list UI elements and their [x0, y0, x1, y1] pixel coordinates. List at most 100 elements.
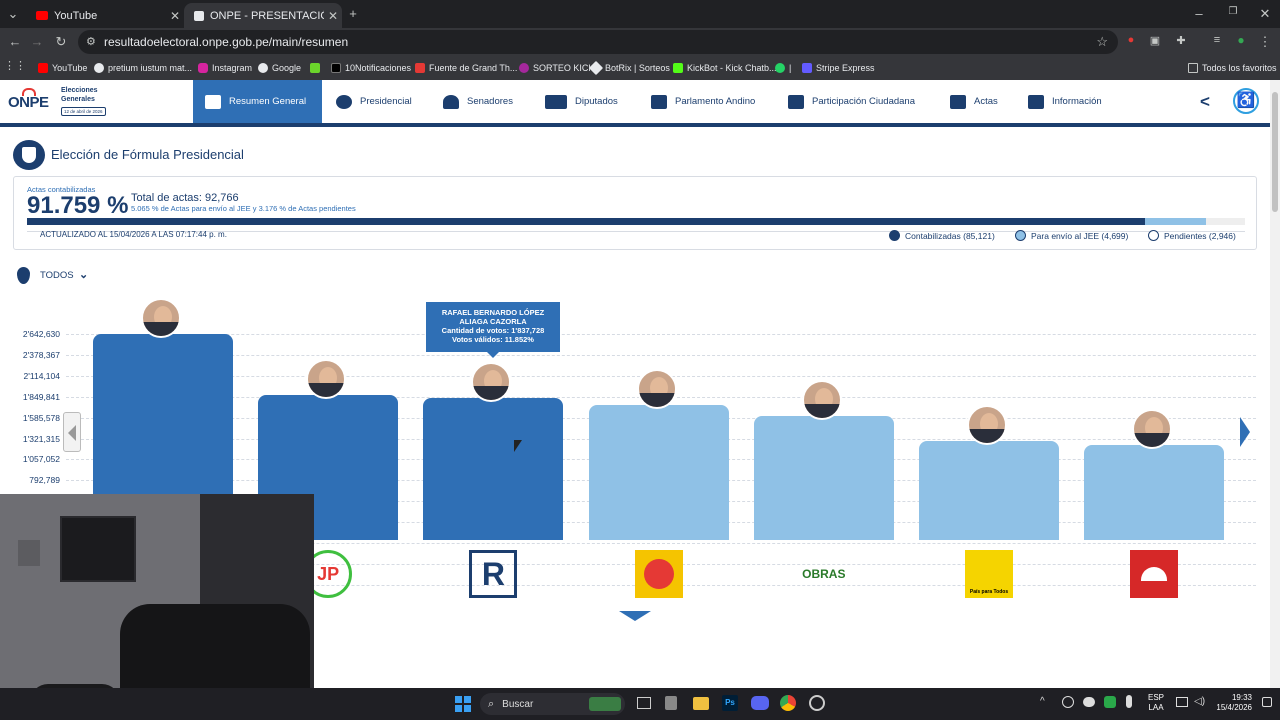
- minimize-icon[interactable]: –: [1195, 6, 1203, 21]
- bookmark-item[interactable]: SORTEO KICK: [519, 60, 594, 76]
- volume-icon[interactable]: ◁): [1194, 696, 1206, 707]
- bookmark-item[interactable]: Google: [258, 60, 301, 76]
- nav-presidencial[interactable]: Presidencial: [336, 80, 412, 123]
- scrollbar-thumb[interactable]: [1272, 92, 1278, 212]
- accessibility-icon[interactable]: ♿: [1233, 88, 1259, 114]
- bookmarks-bar: ⋮⋮ YouTube pretium iustum mat... Instagr…: [0, 56, 1280, 80]
- party-logo: [1130, 550, 1179, 598]
- nav-informacion[interactable]: Información: [1028, 80, 1102, 123]
- bookmark-item[interactable]: YouTube: [38, 60, 87, 76]
- candidate-bar[interactable]: [588, 404, 729, 540]
- location-pin-icon: [17, 267, 30, 284]
- youtube-icon: [36, 11, 48, 20]
- bookmark-item[interactable]: |: [775, 60, 791, 76]
- candidate-photo: [306, 359, 347, 400]
- extension-icon[interactable]: ●: [1127, 34, 1135, 46]
- task-view-icon[interactable]: [637, 697, 651, 709]
- candidate-bar[interactable]: [919, 440, 1059, 540]
- progress-jee: [1144, 218, 1207, 225]
- site-info-icon[interactable]: ⚙: [86, 36, 96, 48]
- close-icon[interactable]: ✕: [169, 8, 181, 23]
- filter-dropdown[interactable]: TODOS: [40, 270, 74, 281]
- tray-icon[interactable]: [1104, 696, 1116, 708]
- app-icon[interactable]: [809, 695, 825, 711]
- candidate-bar[interactable]: [1084, 444, 1225, 540]
- windows-start-icon[interactable]: [455, 696, 471, 712]
- candidate-bar[interactable]: [753, 415, 894, 540]
- reload-icon[interactable]: ↻: [55, 34, 67, 49]
- media-icon[interactable]: ≡: [1213, 34, 1221, 46]
- google-icon: [258, 63, 268, 73]
- nav-actas[interactable]: Actas: [950, 80, 998, 123]
- clock-time: 19:33: [1231, 693, 1252, 702]
- tooltip-valid: Votos válidos: 11.852%: [452, 335, 534, 344]
- cloud-icon[interactable]: [1083, 697, 1095, 707]
- tray-icon[interactable]: [1062, 696, 1074, 708]
- window-close-icon[interactable]: ✕: [1259, 6, 1271, 21]
- profile-avatar-icon[interactable]: ●: [1237, 33, 1245, 47]
- gridline: [66, 334, 1256, 335]
- scroll-down-chevron-icon[interactable]: [619, 611, 651, 621]
- notifications-icon[interactable]: [1262, 697, 1272, 707]
- restore-icon[interactable]: ❐: [1228, 6, 1238, 17]
- microphone-icon[interactable]: [1126, 695, 1132, 708]
- back-icon[interactable]: ←: [8, 34, 22, 49]
- taskbar-search[interactable]: ⌕ Buscar: [480, 693, 625, 715]
- bookmark-item[interactable]: KickBot - Kick Chatb...: [673, 60, 777, 76]
- close-icon[interactable]: ✕: [327, 8, 339, 23]
- bookmark-item[interactable]: [310, 60, 320, 76]
- file-explorer-icon[interactable]: [693, 697, 709, 710]
- bookmark-star-icon[interactable]: ☆: [1096, 34, 1108, 49]
- chevron-down-icon[interactable]: ⌄: [79, 269, 89, 281]
- chevron-up-icon[interactable]: ^: [1040, 696, 1045, 707]
- nav-label: Información: [1052, 96, 1102, 107]
- discord-icon[interactable]: [751, 696, 769, 710]
- nav-label: Senadores: [467, 96, 513, 107]
- logo-subtitle: Generales: [61, 96, 95, 103]
- scrollbar[interactable]: [1270, 80, 1280, 688]
- input-language[interactable]: ESP LAA: [1148, 693, 1164, 713]
- all-bookmarks[interactable]: Todos los favoritos: [1188, 60, 1277, 76]
- bookmark-item[interactable]: Stripe Express: [802, 60, 875, 76]
- nav-diputados[interactable]: Diputados: [545, 80, 618, 123]
- menu-kebab-icon[interactable]: ⋮: [1258, 34, 1272, 49]
- bookmark-item[interactable]: BotRix | Sorteos: [588, 60, 670, 76]
- bookmark-label: Todos los favoritos: [1202, 63, 1277, 73]
- nav-participacion-ciudadana[interactable]: Participación Ciudadana: [788, 80, 915, 123]
- nav-senadores[interactable]: Senadores: [443, 80, 513, 123]
- bookmark-item[interactable]: 10Notificaciones: [331, 60, 411, 76]
- carousel-next-button[interactable]: [1240, 417, 1250, 447]
- y-tick-label: 1'585,578: [22, 412, 60, 423]
- network-icon[interactable]: [1176, 697, 1188, 707]
- grid-icon: [205, 94, 221, 109]
- address-bar[interactable]: ⚙ resultadoelectoral.onpe.gob.pe/main/re…: [78, 30, 1118, 54]
- clock-date: 15/4/2026: [1216, 703, 1252, 712]
- tab-youtube[interactable]: YouTube ✕: [26, 3, 184, 28]
- carousel-prev-button[interactable]: [63, 412, 81, 452]
- gridline: [66, 354, 1256, 356]
- bookmark-item[interactable]: Instagram: [198, 60, 252, 76]
- app-icon[interactable]: [665, 696, 677, 710]
- share-icon[interactable]: <: [1200, 92, 1210, 111]
- bookmark-label: Stripe Express: [816, 63, 875, 73]
- photoshop-icon[interactable]: Ps: [722, 695, 738, 711]
- bookmark-label: 10Notificaciones: [345, 63, 412, 73]
- nav-parlamento-andino[interactable]: Parlamento Andino: [651, 80, 755, 123]
- bookmark-item[interactable]: pretium iustum mat...: [94, 60, 192, 76]
- clock[interactable]: 19:33 15/4/2026: [1212, 693, 1252, 713]
- onpe-logo[interactable]: ONPE Elecciones Generales 12 de abril de…: [8, 86, 113, 120]
- new-tab-icon[interactable]: +: [349, 6, 357, 21]
- tab-search-icon[interactable]: ⌄: [7, 6, 19, 21]
- shield-inner: [22, 147, 36, 163]
- apps-grid-icon[interactable]: ⋮⋮: [4, 60, 26, 72]
- y-tick-label: 2'378,367: [22, 349, 60, 360]
- nav-resumen-general[interactable]: Resumen General: [193, 80, 322, 123]
- extension-icon[interactable]: ▣: [1149, 35, 1161, 47]
- chrome-icon[interactable]: [780, 695, 796, 711]
- tab-onpe[interactable]: ONPE - PRESENTACIÓN DE RES ✕: [184, 3, 342, 28]
- candidate-bar[interactable]: [423, 397, 564, 540]
- extensions-puzzle-icon[interactable]: ✚: [1176, 35, 1186, 47]
- bookmark-label: SORTEO KICK: [533, 63, 595, 73]
- bookmark-item[interactable]: Fuente de Grand Th...: [415, 60, 517, 76]
- forward-icon[interactable]: →: [30, 34, 44, 49]
